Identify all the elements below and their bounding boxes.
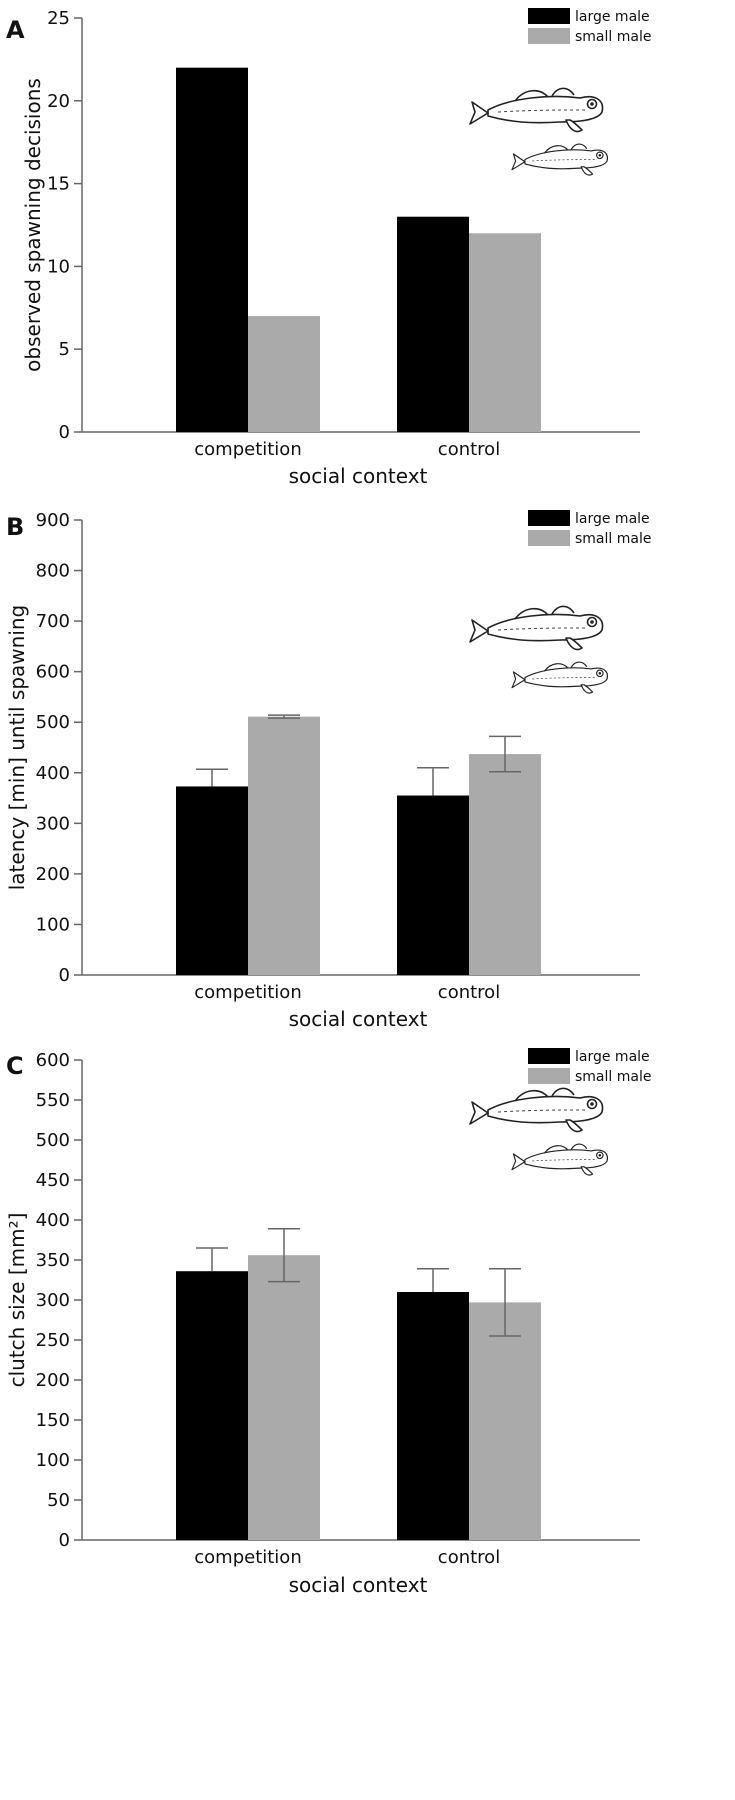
y-tick-label: 0	[59, 965, 70, 986]
y-tick-label: 600	[36, 1050, 70, 1071]
y-tick-label: 350	[36, 1250, 70, 1271]
x-category-label: control	[438, 1547, 500, 1568]
bar-large-competition	[176, 1271, 248, 1540]
y-tick-label: 550	[36, 1090, 70, 1111]
y-tick-label: 300	[36, 1290, 70, 1311]
legend-label: small male	[575, 29, 651, 45]
y-tick-label: 100	[36, 914, 70, 935]
y-tick-label: 5	[59, 339, 70, 360]
y-tick-label: 50	[47, 1490, 70, 1511]
bar-large-control	[397, 1292, 469, 1540]
large-fish-icon	[469, 1087, 604, 1133]
y-tick-label: 800	[36, 561, 70, 582]
x-axis-title: social context	[289, 1007, 428, 1031]
y-tick-label: 25	[47, 8, 70, 29]
bar-large-control	[397, 795, 469, 975]
bar-large-competition	[176, 786, 248, 975]
bar-small-control	[469, 233, 541, 432]
x-axis-title: social context	[289, 1573, 428, 1597]
y-tick-label: 0	[59, 1530, 70, 1551]
small-fish-icon	[511, 143, 608, 176]
y-tick-label: 300	[36, 813, 70, 834]
y-tick-label: 900	[36, 510, 70, 531]
y-tick-label: 100	[36, 1450, 70, 1471]
legend: large male small male	[528, 510, 651, 547]
y-axis-title: clutch size [mm²]	[5, 1213, 29, 1388]
y-tick-label: 15	[47, 174, 70, 195]
y-tick-label: 450	[36, 1170, 70, 1191]
y-tick-label: 500	[36, 712, 70, 733]
legend-swatch	[528, 28, 570, 44]
legend-label: large male	[575, 9, 650, 25]
bar-small-competition	[248, 1255, 320, 1540]
legend-label: large male	[575, 1049, 650, 1065]
bar-small-control	[469, 754, 541, 975]
x-axis-title: social context	[289, 464, 428, 488]
y-tick-label: 10	[47, 256, 70, 277]
y-tick-label: 600	[36, 662, 70, 683]
small-fish-icon	[511, 661, 608, 694]
panel-letter: C	[6, 1052, 24, 1080]
bar-large-competition	[176, 67, 248, 433]
legend-swatch	[528, 530, 570, 546]
x-category-label: control	[438, 439, 500, 460]
y-axis-title: latency [min] until spawning	[5, 605, 29, 891]
bar-large-control	[397, 216, 469, 432]
y-tick-label: 400	[36, 1210, 70, 1231]
y-tick-label: 250	[36, 1330, 70, 1351]
y-tick-label: 150	[36, 1410, 70, 1431]
legend-label: small male	[575, 531, 651, 547]
legend-swatch	[528, 510, 570, 526]
y-axis-title: observed spawning decisions	[21, 78, 45, 372]
x-category-label: competition	[194, 439, 301, 460]
chart-panel-c: C 0 50 100 150 200 250 300 350 400 450 500 550 600 com…	[5, 1048, 651, 1597]
panel-letter: B	[6, 513, 24, 541]
legend-swatch	[528, 1048, 570, 1064]
large-fish-icon	[469, 87, 604, 133]
x-category-label: competition	[194, 1547, 301, 1568]
x-category-label: competition	[194, 982, 301, 1003]
large-fish-icon	[469, 605, 604, 651]
y-tick-label: 20	[47, 91, 70, 112]
y-tick-label: 700	[36, 611, 70, 632]
panel-letter: A	[6, 16, 25, 44]
legend-swatch	[528, 8, 570, 24]
chart-panel-b: B 0 100 200 300 400 500 600 700 800 900 competition…	[5, 510, 651, 1031]
y-tick-label: 200	[36, 864, 70, 885]
bar-small-competition	[248, 716, 320, 975]
bar-small-control	[469, 1302, 541, 1540]
y-tick-label: 400	[36, 763, 70, 784]
y-tick-label: 0	[59, 422, 70, 443]
y-tick-label: 200	[36, 1370, 70, 1391]
x-category-label: control	[438, 982, 500, 1003]
legend-swatch	[528, 1068, 570, 1084]
bar-small-competition	[248, 316, 320, 432]
y-tick-label: 500	[36, 1130, 70, 1151]
legend: large male small male	[528, 1048, 651, 1085]
legend: large male small male	[528, 8, 651, 45]
legend-label: small male	[575, 1069, 651, 1085]
legend-label: large male	[575, 511, 650, 527]
small-fish-icon	[511, 1143, 608, 1176]
chart-panel-a: A 0 5 10 15 20 25 competition control social cont…	[6, 8, 651, 488]
